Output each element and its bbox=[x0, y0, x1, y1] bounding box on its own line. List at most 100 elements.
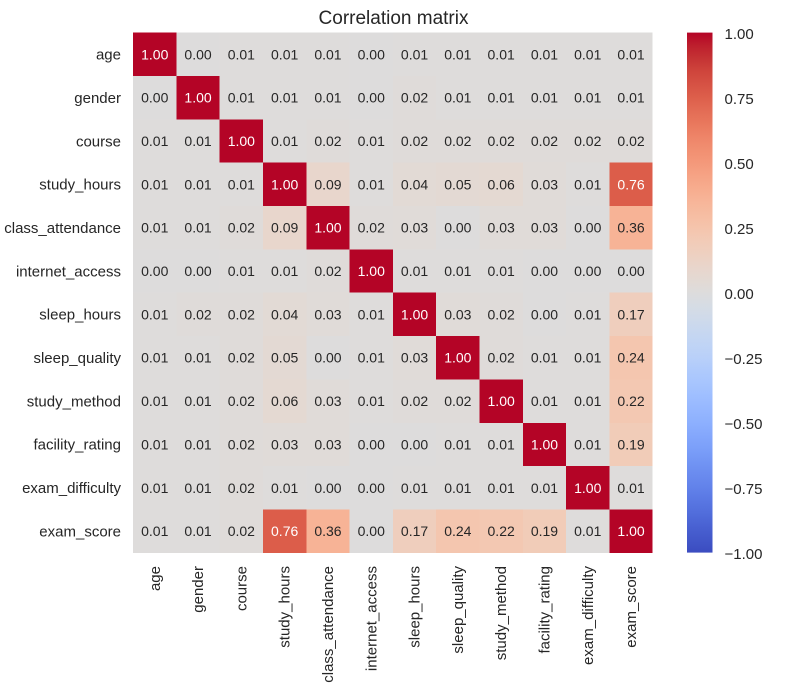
svg-text:0.03: 0.03 bbox=[271, 436, 298, 452]
svg-text:0.00: 0.00 bbox=[314, 350, 341, 366]
svg-text:0.01: 0.01 bbox=[401, 46, 428, 62]
svg-text:0.01: 0.01 bbox=[184, 133, 211, 149]
svg-text:0.00: 0.00 bbox=[141, 263, 168, 279]
svg-text:0.01: 0.01 bbox=[184, 480, 211, 496]
svg-text:0.01: 0.01 bbox=[531, 350, 558, 366]
svg-text:0.01: 0.01 bbox=[488, 263, 515, 279]
svg-text:sleep_quality: sleep_quality bbox=[450, 566, 467, 654]
svg-text:0.02: 0.02 bbox=[184, 306, 211, 322]
svg-text:0.01: 0.01 bbox=[574, 176, 601, 192]
svg-text:0.00: 0.00 bbox=[184, 263, 211, 279]
svg-text:0.22: 0.22 bbox=[617, 393, 644, 409]
svg-text:1.00: 1.00 bbox=[358, 263, 385, 279]
svg-text:0.01: 0.01 bbox=[531, 46, 558, 62]
svg-text:0.01: 0.01 bbox=[488, 480, 515, 496]
svg-text:0.00: 0.00 bbox=[574, 263, 601, 279]
svg-text:0.75: 0.75 bbox=[725, 91, 754, 108]
svg-text:0.01: 0.01 bbox=[271, 133, 298, 149]
svg-text:0.00: 0.00 bbox=[141, 90, 168, 106]
svg-text:0.01: 0.01 bbox=[228, 263, 255, 279]
svg-text:0.06: 0.06 bbox=[488, 176, 515, 192]
svg-text:0.01: 0.01 bbox=[141, 523, 168, 539]
svg-text:0.00: 0.00 bbox=[725, 286, 754, 303]
svg-text:1.00: 1.00 bbox=[314, 220, 341, 236]
svg-text:0.06: 0.06 bbox=[271, 393, 298, 409]
svg-text:0.01: 0.01 bbox=[531, 90, 558, 106]
svg-text:0.17: 0.17 bbox=[401, 523, 428, 539]
svg-text:1.00: 1.00 bbox=[401, 306, 428, 322]
svg-text:0.01: 0.01 bbox=[184, 393, 211, 409]
svg-text:0.01: 0.01 bbox=[271, 480, 298, 496]
svg-text:0.02: 0.02 bbox=[488, 306, 515, 322]
svg-text:course: course bbox=[76, 133, 121, 150]
svg-text:0.02: 0.02 bbox=[228, 306, 255, 322]
svg-text:1.00: 1.00 bbox=[184, 90, 211, 106]
svg-text:1.00: 1.00 bbox=[141, 46, 168, 62]
svg-text:0.02: 0.02 bbox=[314, 133, 341, 149]
svg-text:0.19: 0.19 bbox=[531, 523, 558, 539]
svg-text:0.02: 0.02 bbox=[444, 393, 471, 409]
svg-text:0.01: 0.01 bbox=[444, 46, 471, 62]
svg-text:0.09: 0.09 bbox=[271, 220, 298, 236]
svg-text:0.01: 0.01 bbox=[574, 90, 601, 106]
svg-text:0.02: 0.02 bbox=[228, 350, 255, 366]
svg-text:0.01: 0.01 bbox=[358, 393, 385, 409]
svg-text:age: age bbox=[96, 47, 121, 64]
svg-text:−1.00: −1.00 bbox=[725, 546, 763, 563]
svg-text:class_attendance: class_attendance bbox=[320, 566, 337, 683]
svg-text:1.00: 1.00 bbox=[725, 26, 754, 43]
svg-text:course: course bbox=[233, 566, 250, 611]
svg-text:0.22: 0.22 bbox=[488, 523, 515, 539]
svg-text:0.02: 0.02 bbox=[574, 133, 601, 149]
svg-text:0.01: 0.01 bbox=[531, 480, 558, 496]
svg-text:0.01: 0.01 bbox=[358, 176, 385, 192]
svg-text:0.01: 0.01 bbox=[617, 480, 644, 496]
svg-text:facility_rating: facility_rating bbox=[536, 566, 553, 654]
svg-text:1.00: 1.00 bbox=[444, 350, 471, 366]
svg-text:0.25: 0.25 bbox=[725, 221, 754, 238]
svg-text:age: age bbox=[147, 566, 164, 591]
svg-text:0.24: 0.24 bbox=[444, 523, 471, 539]
svg-text:0.02: 0.02 bbox=[314, 263, 341, 279]
svg-text:study_method: study_method bbox=[27, 393, 121, 410]
svg-text:class_attendance: class_attendance bbox=[4, 220, 121, 237]
svg-text:study_hours: study_hours bbox=[39, 177, 121, 194]
svg-text:0.03: 0.03 bbox=[314, 436, 341, 452]
svg-text:0.01: 0.01 bbox=[314, 46, 341, 62]
svg-text:−0.25: −0.25 bbox=[725, 351, 763, 368]
svg-text:0.01: 0.01 bbox=[184, 220, 211, 236]
svg-text:0.03: 0.03 bbox=[531, 220, 558, 236]
svg-text:0.76: 0.76 bbox=[271, 523, 298, 539]
svg-text:0.00: 0.00 bbox=[314, 480, 341, 496]
svg-text:0.00: 0.00 bbox=[574, 220, 601, 236]
svg-text:0.01: 0.01 bbox=[271, 263, 298, 279]
svg-text:0.01: 0.01 bbox=[184, 436, 211, 452]
svg-text:0.02: 0.02 bbox=[531, 133, 558, 149]
svg-text:0.05: 0.05 bbox=[444, 176, 471, 192]
svg-text:Correlation matrix: Correlation matrix bbox=[319, 8, 469, 29]
svg-text:internet_access: internet_access bbox=[16, 263, 121, 280]
svg-text:0.01: 0.01 bbox=[141, 350, 168, 366]
svg-text:exam_difficulty: exam_difficulty bbox=[580, 566, 597, 665]
svg-text:0.01: 0.01 bbox=[574, 523, 601, 539]
svg-text:1.00: 1.00 bbox=[617, 523, 644, 539]
svg-text:0.02: 0.02 bbox=[228, 393, 255, 409]
svg-text:0.02: 0.02 bbox=[401, 90, 428, 106]
svg-text:sleep_quality: sleep_quality bbox=[33, 350, 121, 367]
svg-text:0.03: 0.03 bbox=[531, 176, 558, 192]
svg-text:0.01: 0.01 bbox=[228, 46, 255, 62]
svg-text:internet_access: internet_access bbox=[363, 566, 380, 671]
svg-text:0.01: 0.01 bbox=[141, 133, 168, 149]
svg-text:0.01: 0.01 bbox=[184, 176, 211, 192]
svg-text:0.02: 0.02 bbox=[488, 133, 515, 149]
svg-text:gender: gender bbox=[74, 90, 121, 107]
svg-text:0.01: 0.01 bbox=[141, 436, 168, 452]
svg-text:0.36: 0.36 bbox=[617, 220, 644, 236]
svg-text:0.19: 0.19 bbox=[617, 436, 644, 452]
svg-text:0.02: 0.02 bbox=[617, 133, 644, 149]
svg-text:0.01: 0.01 bbox=[617, 90, 644, 106]
svg-text:0.01: 0.01 bbox=[358, 350, 385, 366]
svg-text:1.00: 1.00 bbox=[488, 393, 515, 409]
svg-text:0.01: 0.01 bbox=[444, 263, 471, 279]
svg-text:0.00: 0.00 bbox=[617, 263, 644, 279]
